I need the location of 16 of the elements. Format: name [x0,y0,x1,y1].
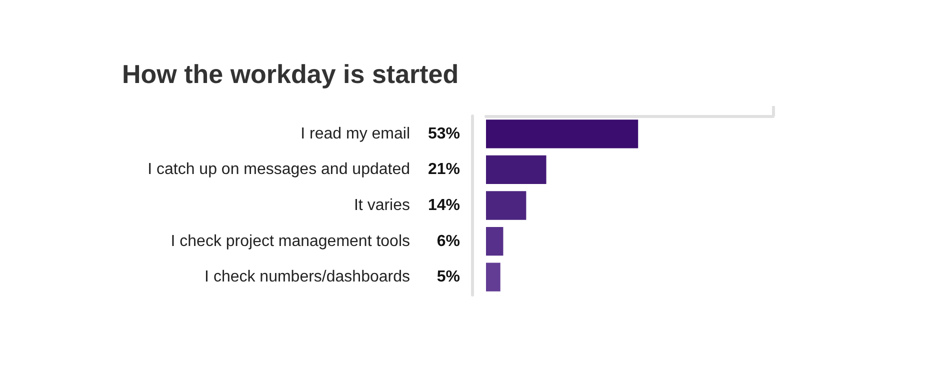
bar [486,191,526,220]
y-tick-label: It varies [354,197,410,214]
y-tick-label: I check project management tools [170,232,410,250]
data-label: 21% [428,161,460,178]
y-tick-label: I read my email [300,125,410,142]
chart-title: How the workday is started [122,59,459,89]
bar [486,226,504,256]
data-label: 6% [436,232,460,250]
data-label: 53% [428,125,460,142]
y-tick-label: I catch up on messages and updated [148,161,410,178]
bar [486,120,638,148]
y-tick-label: I check numbers/dashboards [204,268,410,286]
bar [486,155,546,184]
data-label: 5% [436,268,460,286]
data-label: 14% [428,197,460,214]
bar [486,262,500,292]
